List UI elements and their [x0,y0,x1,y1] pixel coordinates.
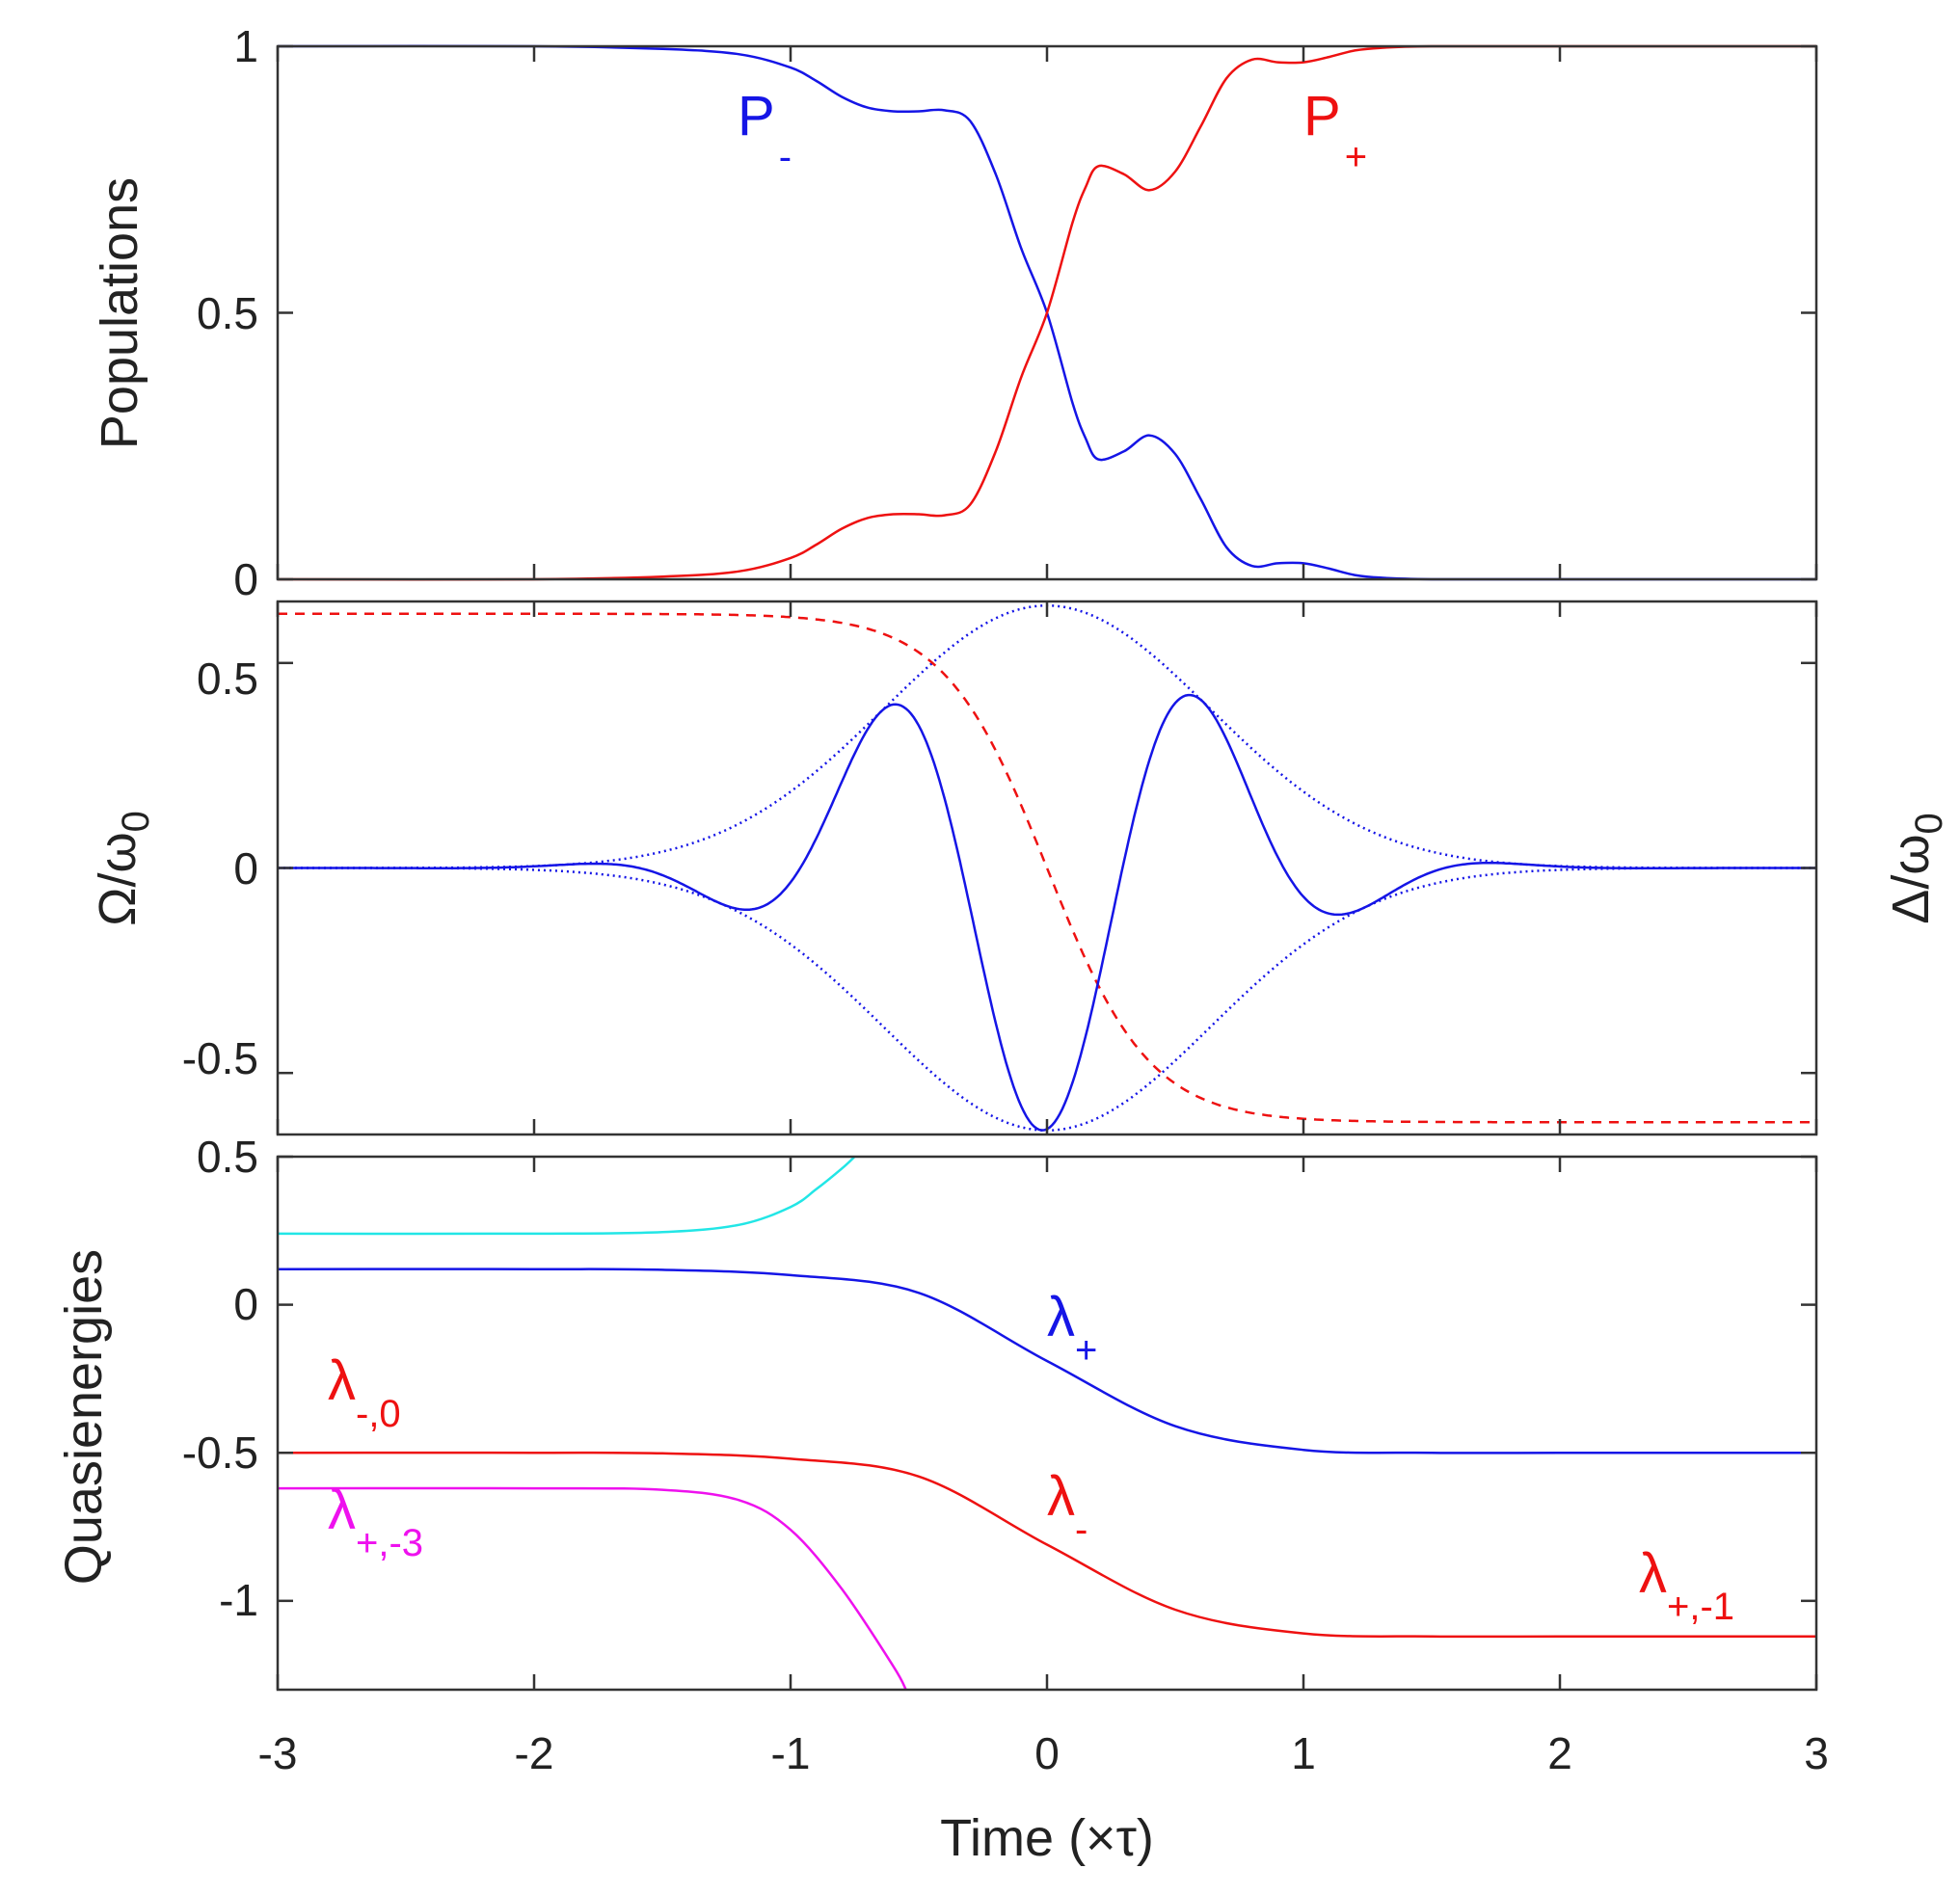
p-minus-label: P- [738,85,792,178]
xtick-label: -2 [515,1728,554,1778]
lambda-plus-label: λ+ [1047,1286,1097,1372]
quasienergies-series--3-branch-cyan- [278,1157,856,1236]
populations-ylabel: Populations [91,177,148,449]
quasienergies-frame [276,1155,1818,1692]
populations-series-p- [277,44,1816,581]
populations-ytick-label: 0 [233,554,258,604]
quasienergies-ytick-label: 0 [233,1279,258,1329]
pulse-ytick-label: 0 [233,843,258,894]
lambda-minus-label: λ- [1047,1465,1087,1551]
quasienergies-series-- [278,1451,1816,1639]
x-axis-label: Time (×τ) [940,1809,1154,1867]
populations-ytick-label: 1 [233,21,258,71]
quasienergies-ytick-label: -1 [219,1575,258,1625]
populations-series-p- [277,44,1816,581]
populations-curves [277,44,1816,581]
quasienergies-series-- [278,1268,1816,1455]
xtick-label: -3 [258,1728,298,1778]
quasienergies-ytick-label: 0.5 [197,1132,258,1182]
pulse-ytick-label: -0.5 [182,1033,258,1083]
lambda-minus-0-label: λ-,0 [328,1349,401,1435]
quasienergies-ytick-label: -0.5 [182,1428,258,1478]
xtick-label: 0 [1034,1728,1060,1778]
xtick-label: 3 [1804,1728,1829,1778]
lambda-plus-minus3-label: λ+,-3 [328,1479,423,1564]
xtick-label: 2 [1547,1728,1572,1778]
populations-frame [276,44,1818,581]
quasienergies-panel: 0.5 0 -0.5 -1 Quasienergies λ+ λ-,0 λ- λ… [55,1132,1818,1692]
pulse-ylabel-right: Δ/ω0 [1882,813,1950,923]
quasienergies-series--3 [278,1486,907,1690]
lambda-plus-minus1-label: λ+,-1 [1639,1542,1734,1628]
quasienergies-ylabel: Quasienergies [55,1249,113,1585]
xtick-label: -1 [771,1728,811,1778]
quasienergies-curves [278,1157,1816,1690]
pulse-panel: 0.5 0 -0.5 Ω/ω0 Δ/ω0 [89,600,1950,1136]
pulse-ylabel-left: Ω/ω0 [89,811,157,926]
populations-ytick-label: 0.5 [197,288,258,338]
pulse-ytick-label: 0.5 [197,654,258,704]
xtick-label: 1 [1291,1728,1316,1778]
x-axis: -3 -2 -1 0 1 2 3 Time (×τ) [258,1728,1829,1867]
p-plus-label: P+ [1303,85,1367,178]
populations-panel: 1 0.5 0 Populations P- P+ [91,21,1818,604]
pulse-frame [276,600,1818,1136]
